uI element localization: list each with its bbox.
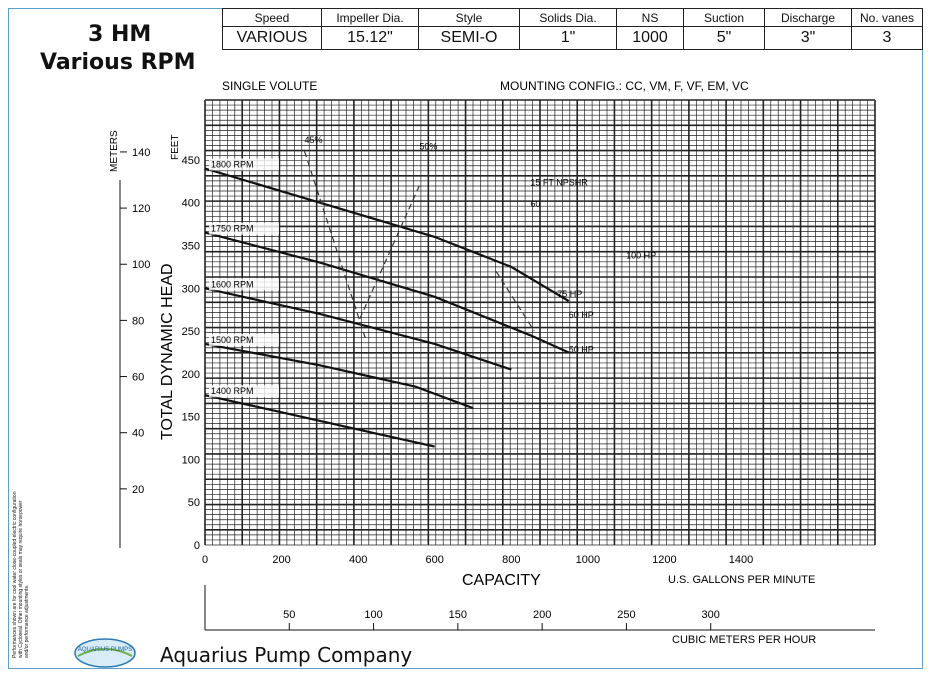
y-tick-label-feet: 450 [182, 155, 200, 167]
y-tick-label-feet: 50 [188, 497, 200, 509]
y-tick-label-meters: 80 [132, 315, 144, 327]
curve-label: 1400 RPM [211, 386, 254, 396]
y-tick-label-feet: 200 [182, 369, 200, 381]
y-tick-label-feet: 150 [182, 412, 200, 424]
y-axis-label: TOTAL DYNAMIC HEAD [159, 263, 176, 440]
x-tick-label-gpm: 800 [502, 554, 520, 566]
spec-value: 3 [851, 26, 923, 50]
curve-label-bg [209, 222, 279, 235]
chart-annotation: 100 HP [626, 250, 656, 260]
y-axis-unit-meters: METERS [109, 130, 120, 172]
chart-annotation: 50% [419, 142, 437, 152]
curve-label-bg [209, 333, 279, 346]
x-axis-unit-gpm: U.S. GALLONS PER MINUTE [668, 574, 815, 586]
spec-value: 1000 [616, 26, 684, 50]
spec-value: 3" [764, 26, 852, 50]
x-tick-label-gpm: 400 [349, 554, 367, 566]
x-tick-label-gpm: 1000 [576, 554, 600, 566]
chart-annotation: 60 HP [569, 310, 594, 320]
x-tick-label-gpm: 1200 [652, 554, 676, 566]
curve-label-bg [209, 278, 279, 291]
efficiency-line [303, 151, 367, 340]
spec-header: Speed [222, 8, 322, 27]
chart-label-single-volute: SINGLE VOLUTE [222, 79, 317, 93]
curve-1500-rpm [204, 342, 474, 410]
curve-1600-rpm [204, 287, 512, 371]
spec-header-row: Speed Impeller Dia. Style Solids Dia. NS… [222, 8, 923, 27]
x-tick-label-m3h: 200 [533, 609, 551, 621]
curve-1800-rpm [204, 167, 570, 303]
spec-value: 5" [683, 26, 765, 50]
y-tick-label-meters: 100 [132, 259, 150, 271]
x-tick-label-gpm: 600 [426, 554, 444, 566]
x-tick-label-m3h: 300 [702, 609, 720, 621]
curve-1750-rpm [204, 231, 570, 354]
y-tick-label-feet: 100 [182, 454, 200, 466]
spec-value: 15.12" [321, 26, 419, 50]
y-tick-label-feet: 250 [182, 326, 200, 338]
spec-table: Speed Impeller Dia. Style Solids Dia. NS… [222, 8, 923, 50]
spec-value-row: VARIOUS 15.12" SEMI-O 1" 1000 5" 3" 3 [222, 26, 923, 50]
chart-annotation: 50 HP [569, 344, 594, 354]
spec-value: VARIOUS [222, 26, 322, 50]
x-tick-label-m3h: 100 [364, 609, 382, 621]
chart-annotation: 75 HP [557, 289, 582, 299]
company-name: Aquarius Pump Company [160, 643, 413, 667]
x-tick-label-m3h: 150 [449, 609, 467, 621]
chart-label-mounting: MOUNTING CONFIG.: CC, VM, F, VF, EM, VC [500, 79, 749, 93]
page-subtitle: Various RPM [40, 50, 196, 75]
x-tick-label-m3h: 250 [617, 609, 635, 621]
x-axis-label: CAPACITY [462, 572, 541, 589]
curve-label-bg [209, 158, 279, 171]
y-tick-label-feet: 350 [182, 240, 200, 252]
y-axis-unit-feet: FEET [170, 134, 181, 160]
curve-label: 1800 RPM [211, 159, 254, 169]
curve-label: 1750 RPM [211, 224, 254, 234]
chart-annotation: 60 [530, 199, 540, 209]
spec-header: Suction [683, 8, 765, 27]
curve-label: 1500 RPM [211, 335, 254, 345]
chart-curves: 1800 RPM 1750 RPM 1600 RPM 1500 RPM 1400 RPM… [204, 135, 656, 448]
y-tick-label-meters: 20 [132, 484, 144, 496]
side-note: Performances shown are for cool water cl… [12, 491, 30, 658]
y-tick-label-feet: 400 [182, 198, 200, 210]
chart-annotation: 45% [305, 135, 323, 145]
x-tick-label-gpm: 1400 [729, 554, 753, 566]
x-axis-unit-m3h: CUBIC METERS PER HOUR [672, 634, 816, 646]
y-tick-label-meters: 140 [132, 147, 150, 159]
y-tick-label-feet: 0 [194, 540, 200, 552]
spec-header: Discharge [764, 8, 852, 27]
curve-label: 1600 RPM [211, 279, 254, 289]
y-tick-label-feet: 300 [182, 283, 200, 295]
curve-label-bg [209, 385, 279, 398]
chart-axes: 0 50 100 150 200 250 300 350 400 450 20 40 60 80 100 12… [119, 147, 875, 631]
chart-grid [204, 99, 876, 546]
efficiency-line [357, 185, 420, 323]
y-tick-label-meters: 60 [132, 372, 144, 384]
efficiency-line [495, 270, 535, 332]
page-title: 3 HM [88, 22, 152, 47]
spec-value: 1" [519, 26, 617, 50]
y-tick-label-meters: 40 [132, 428, 144, 440]
company-logo: AQUARIUS PUMPS [74, 638, 136, 668]
y-tick-label-meters: 120 [132, 203, 150, 215]
spec-value: SEMI-O [418, 26, 520, 50]
x-tick-label-m3h: 50 [283, 609, 295, 621]
logo-text: AQUARIUS PUMPS [78, 647, 132, 653]
chart-annotation: 15 FT NPSHR [530, 178, 588, 188]
x-tick-label-gpm: 200 [272, 554, 290, 566]
curve-1400-rpm [204, 394, 435, 448]
x-tick-label-gpm: 0 [202, 554, 208, 566]
